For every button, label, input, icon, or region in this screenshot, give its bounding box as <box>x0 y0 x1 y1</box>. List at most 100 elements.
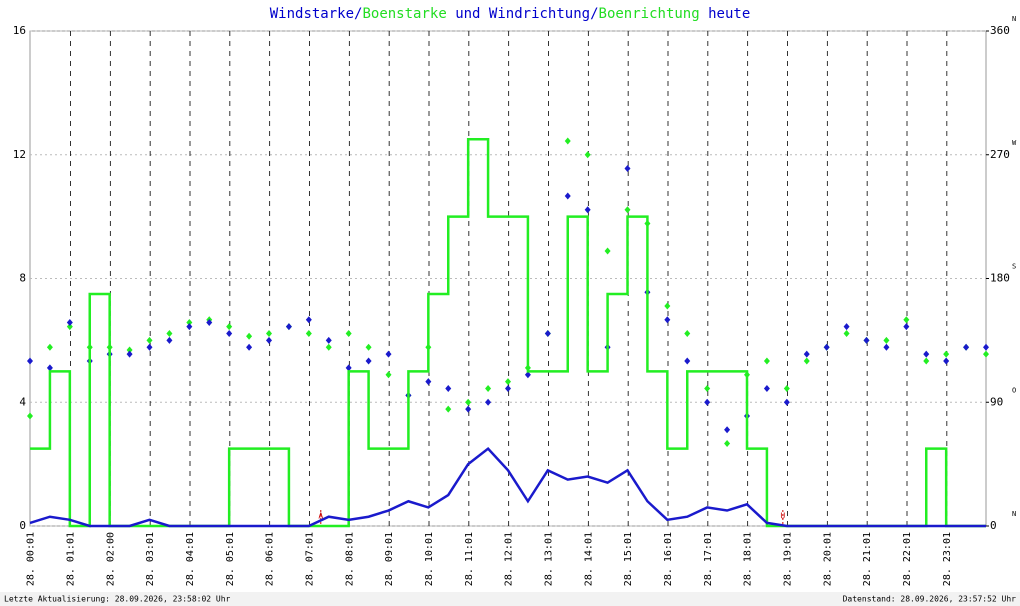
y-tick-label: 12 <box>13 148 26 161</box>
direction-point <box>365 357 372 365</box>
direction-point <box>684 330 691 337</box>
direction-point <box>66 323 73 331</box>
x-tick-label: 28. 01:01 <box>65 532 76 586</box>
direction-point <box>345 364 352 372</box>
y2-tick-label: 0 <box>990 519 997 532</box>
direction-point <box>783 398 790 406</box>
x-tick-label: 28. 23:01 <box>942 532 953 586</box>
direction-point <box>27 412 33 420</box>
direction-point <box>624 206 631 214</box>
x-tick-label: 28. 00:01 <box>26 532 37 586</box>
direction-point <box>505 378 511 386</box>
footer-left: Letzte Aktualisierung: 28.09.2026, 23:58… <box>4 595 231 604</box>
direction-point <box>883 343 890 351</box>
direction-point <box>604 247 611 255</box>
direction-point <box>823 343 830 351</box>
y2-tick-letter: W <box>1012 139 1017 147</box>
direction-point <box>485 398 492 406</box>
direction-point <box>206 319 213 326</box>
direction-point <box>246 343 253 351</box>
direction-point <box>524 371 531 379</box>
y-tick-label: 16 <box>13 24 26 37</box>
direction-point <box>883 336 890 344</box>
direction-point <box>903 323 910 331</box>
direction-point <box>843 330 850 337</box>
direction-point <box>325 343 332 351</box>
direction-point <box>365 343 372 351</box>
chart-title: Windstarke/Boenstarke und Windrichtung/B… <box>270 6 751 22</box>
y-tick-label: 0 <box>19 519 26 532</box>
direction-point <box>983 343 989 351</box>
direction-point <box>704 398 711 406</box>
direction-point <box>246 332 253 340</box>
direction-point <box>724 440 731 447</box>
direction-point <box>46 343 53 351</box>
x-tick-label: 28. 02:00 <box>105 532 116 586</box>
direction-point <box>226 323 233 331</box>
direction-point <box>983 350 989 358</box>
x-tick-label: 28. 10:01 <box>424 532 435 586</box>
direction-point <box>465 398 472 406</box>
y2-tick-label: 360 <box>990 24 1010 37</box>
title-part: heute <box>700 6 751 22</box>
y2-tick-letter: N <box>1012 510 1016 518</box>
direction-point <box>943 350 950 358</box>
direction-point <box>943 357 950 365</box>
direction-point <box>385 350 392 358</box>
direction-point <box>803 350 810 358</box>
direction-point <box>544 330 551 337</box>
direction-point <box>903 316 910 324</box>
direction-point <box>783 385 790 392</box>
series-line <box>29 446 986 528</box>
title-part: und <box>447 6 489 22</box>
x-tick-label: 28. 15:01 <box>623 532 634 586</box>
direction-point <box>763 357 770 365</box>
direction-point <box>266 330 272 337</box>
direction-point <box>664 316 671 324</box>
title-part: / <box>590 6 598 22</box>
y2-tick-label: 270 <box>990 148 1010 161</box>
marker-label: A <box>318 512 323 521</box>
y2-tick-label: 90 <box>990 395 1003 408</box>
direction-point <box>186 319 193 326</box>
x-tick-label: 28. 19:01 <box>782 532 793 586</box>
plot-area <box>29 30 987 527</box>
direction-point <box>863 336 870 344</box>
direction-point <box>166 330 173 337</box>
x-tick-label: 28. 12:01 <box>504 532 515 586</box>
footer-bar <box>0 592 1020 606</box>
direction-point <box>664 302 671 310</box>
direction-point <box>564 192 571 200</box>
x-tick-label: 28. 16:01 <box>663 532 674 586</box>
direction-point <box>485 385 492 392</box>
direction-point <box>704 385 711 392</box>
direction-point <box>27 357 33 365</box>
x-tick-label: 28. 07:01 <box>304 532 315 586</box>
direction-point <box>66 319 73 326</box>
direction-point <box>345 330 352 337</box>
x-tick-label: 28. 09:01 <box>384 532 395 586</box>
x-tick-label: 28. 18:01 <box>743 532 754 586</box>
direction-point <box>425 378 432 386</box>
x-tick-label: 28. 22:01 <box>902 532 913 586</box>
direction-point <box>285 323 292 331</box>
direction-point <box>46 364 53 372</box>
direction-point <box>166 336 173 344</box>
x-tick-label: 28. 21:01 <box>862 532 873 586</box>
direction-point <box>923 350 930 358</box>
x-tick-label: 28. 17:01 <box>703 532 714 586</box>
x-tick-label: 28. 05:01 <box>225 532 236 586</box>
direction-point <box>465 405 472 413</box>
y2-tick-label: 180 <box>990 272 1010 285</box>
x-tick-label: 28. 20:01 <box>822 532 833 586</box>
direction-point <box>803 357 810 365</box>
title-part: Windrichtung <box>489 6 590 22</box>
direction-point <box>684 357 691 365</box>
direction-point <box>843 323 850 331</box>
y-tick-label: 8 <box>19 272 26 285</box>
direction-point <box>146 343 153 351</box>
y-tick-label: 4 <box>19 395 26 408</box>
direction-point <box>186 323 193 331</box>
direction-point <box>325 336 332 344</box>
direction-point <box>584 151 591 159</box>
